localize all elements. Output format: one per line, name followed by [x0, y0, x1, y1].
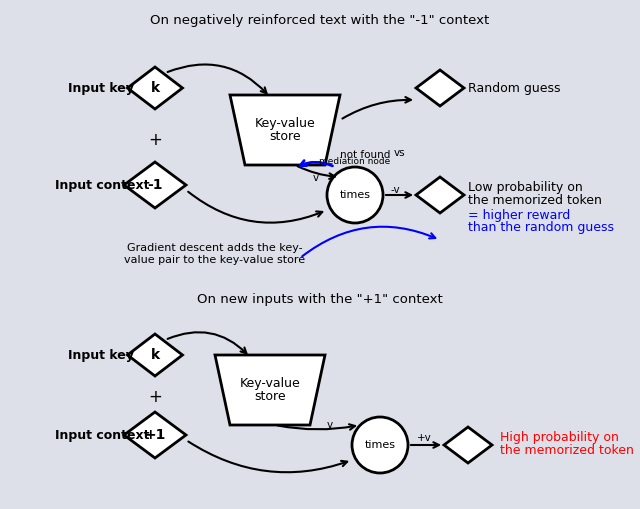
Text: Key-value: Key-value: [239, 377, 300, 390]
Polygon shape: [215, 355, 325, 425]
Text: Random guess: Random guess: [468, 81, 561, 95]
Circle shape: [352, 417, 408, 473]
Text: the memorized token: the memorized token: [500, 443, 634, 457]
Polygon shape: [124, 162, 186, 208]
Text: value pair to the key-value store: value pair to the key-value store: [124, 255, 305, 265]
Text: Gradient descent adds the key-: Gradient descent adds the key-: [127, 243, 303, 253]
Text: Input key: Input key: [68, 81, 134, 95]
Polygon shape: [416, 70, 464, 106]
Polygon shape: [127, 334, 182, 376]
Text: Key-value: Key-value: [255, 117, 316, 130]
Text: Low probability on: Low probability on: [468, 182, 583, 194]
Text: On negatively reinforced text with the "-1" context: On negatively reinforced text with the "…: [150, 14, 490, 27]
Polygon shape: [230, 95, 340, 165]
Polygon shape: [124, 412, 186, 458]
Text: +: +: [148, 388, 162, 406]
Text: +1: +1: [144, 428, 166, 442]
Text: times: times: [339, 190, 371, 200]
Text: not found: not found: [340, 150, 390, 160]
Text: v: v: [327, 420, 333, 430]
Text: v: v: [313, 173, 319, 183]
Text: +: +: [148, 131, 162, 149]
Text: Input context: Input context: [55, 179, 150, 191]
Text: Input key: Input key: [68, 349, 134, 361]
Circle shape: [327, 167, 383, 223]
Text: than the random guess: than the random guess: [468, 220, 614, 234]
Polygon shape: [416, 177, 464, 213]
Text: mediation node: mediation node: [319, 157, 390, 166]
Text: store: store: [254, 390, 286, 403]
Polygon shape: [444, 427, 492, 463]
Text: High probability on: High probability on: [500, 432, 619, 444]
Text: = higher reward: = higher reward: [468, 209, 570, 221]
Polygon shape: [127, 67, 182, 109]
Text: -v: -v: [390, 185, 400, 195]
Text: Input context: Input context: [55, 429, 150, 441]
Text: k: k: [150, 348, 159, 362]
Text: k: k: [150, 81, 159, 95]
Text: On new inputs with the "+1" context: On new inputs with the "+1" context: [197, 293, 443, 306]
Text: times: times: [365, 440, 396, 450]
Text: the memorized token: the memorized token: [468, 193, 602, 207]
Text: -1: -1: [147, 178, 163, 192]
Text: vs: vs: [394, 148, 406, 158]
Text: store: store: [269, 130, 301, 143]
Text: +v: +v: [417, 433, 431, 443]
